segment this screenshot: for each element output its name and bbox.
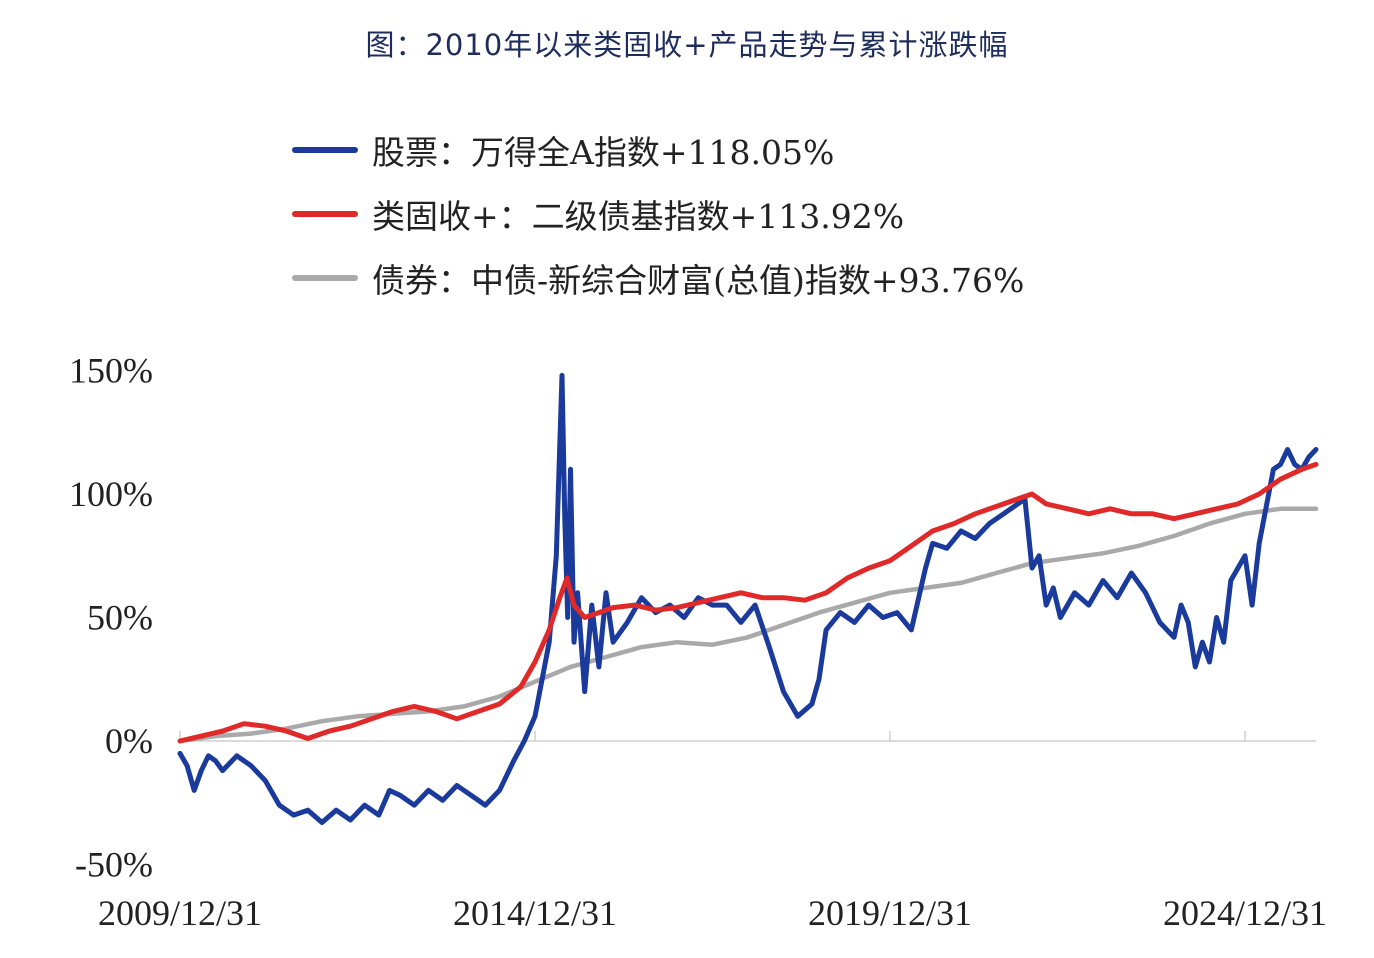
legend-item-fixed-plus: 类固收+：二级债基指数+113.92%: [292, 182, 1024, 246]
legend-item-stock: 股票：万得全A指数+118.05%: [292, 118, 1024, 182]
y-tick-label: 0%: [105, 721, 153, 761]
legend-label-fixed-plus: 类固收+：二级债基指数+113.92%: [372, 197, 905, 236]
series-line-stock: [177, 372, 1319, 825]
y-tick-label: 150%: [69, 351, 153, 391]
chart-legend: 股票：万得全A指数+118.05% 类固收+：二级债基指数+113.92% 债券…: [292, 118, 1024, 310]
chart-title: 图：2010年以来类固收+产品走势与累计涨跌幅: [365, 28, 1009, 62]
x-tick-label: 2024/12/31: [1163, 893, 1327, 933]
legend-swatch-fixed-plus: [292, 211, 358, 217]
y-tick-label: 50%: [87, 598, 153, 638]
y-tick-label: 100%: [69, 474, 153, 514]
legend-swatch-stock: [292, 147, 358, 153]
legend-swatch-bond: [292, 275, 358, 281]
series-line-fixed-plus: [177, 461, 1319, 744]
x-tick-label: 2019/12/31: [808, 893, 972, 933]
x-tick-label: 2009/12/31: [98, 893, 262, 933]
legend-item-bond: 债券：中债-新综合财富(总值)指数+93.76%: [292, 246, 1024, 310]
y-tick-label: -50%: [75, 845, 153, 885]
x-tick-label: 2014/12/31: [453, 893, 617, 933]
series-line-bond: [177, 506, 1319, 744]
legend-label-bond: 债券：中债-新综合财富(总值)指数+93.76%: [372, 261, 1025, 300]
legend-label-stock: 股票：万得全A指数+118.05%: [372, 133, 835, 172]
